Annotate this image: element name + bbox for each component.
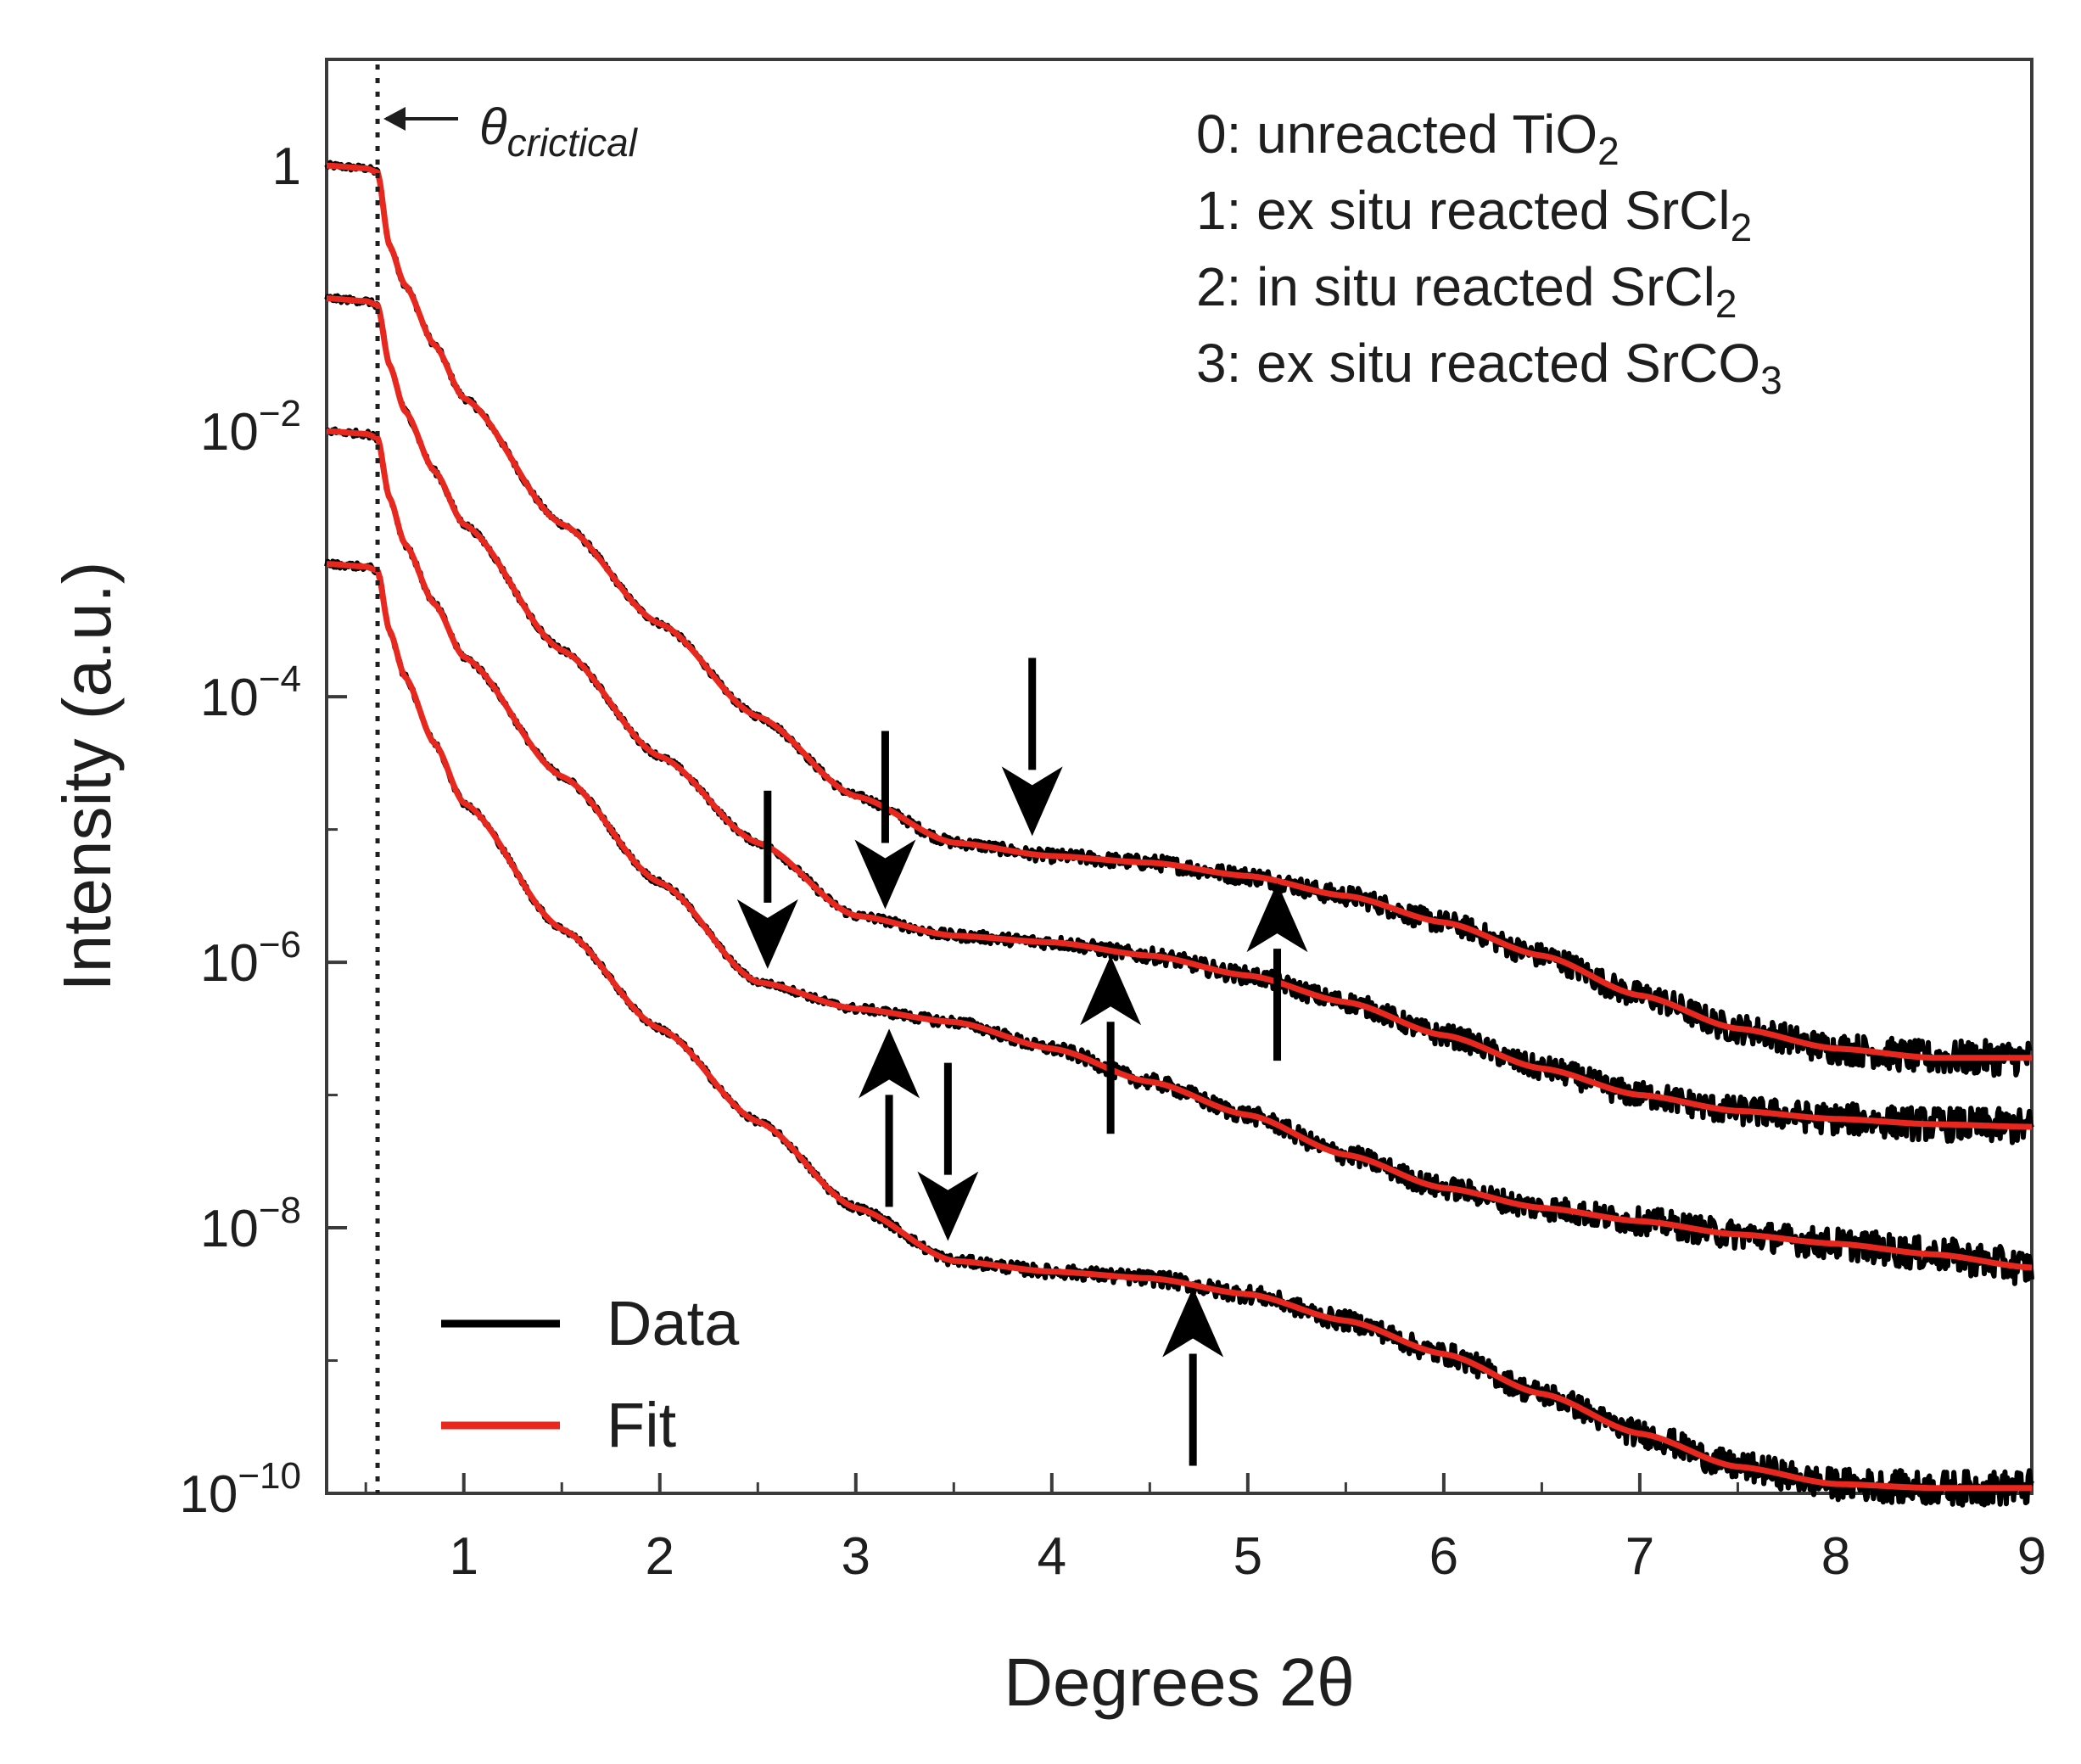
arrow-layer	[736, 658, 1308, 1466]
fit-line-sample-1	[324, 295, 2034, 1130]
y-tick-base: 10	[200, 403, 259, 462]
y-tick-exponent: −8	[259, 1190, 301, 1231]
fit-line-sample-2	[324, 428, 2034, 1271]
peak-arrow-head	[859, 1028, 920, 1099]
peak-arrow-head	[1246, 882, 1308, 953]
sample-key-entry-0-sub: 2	[1597, 129, 1619, 173]
legend: Data Fit	[441, 1288, 740, 1460]
x-tick-label: 2	[646, 1527, 674, 1586]
x-axis-title: Degrees 2θ	[1004, 1644, 1355, 1720]
peak-arrow-down	[917, 1062, 979, 1241]
sample-key: 0: unreacted TiO2 1: ex situ reacted SrC…	[1196, 104, 1782, 402]
critical-angle-subscript: crictical	[507, 120, 639, 165]
sample-key-entry-3: 3: ex situ reacted SrCO3	[1196, 333, 1782, 402]
legend-label-fit: Fit	[607, 1390, 677, 1460]
y-tick-base: 10	[200, 934, 259, 993]
y-tick-label: 10−6	[200, 924, 301, 993]
y-tick-exponent: −10	[238, 1455, 301, 1497]
critical-angle-annotation: θcrictical	[375, 64, 639, 1493]
x-tick-label: 7	[1625, 1527, 1654, 1586]
y-tick-exponent: −6	[259, 924, 301, 966]
sample-key-entry-0-text: 0: unreacted TiO	[1196, 104, 1597, 165]
peak-arrow-down	[1001, 658, 1063, 837]
fit-line-sample-0	[324, 162, 2034, 1061]
peak-arrow-head	[1001, 766, 1063, 837]
fit-line-sample-3	[324, 561, 2034, 1492]
x-tick-label: 8	[1821, 1527, 1850, 1586]
sample-key-entry-2: 2: in situ reacted SrCl2	[1196, 256, 1737, 326]
sample-key-entry-3-sub: 3	[1760, 358, 1782, 402]
peak-arrow-head	[1080, 955, 1142, 1026]
peak-arrow-up	[1246, 882, 1308, 1061]
critical-angle-symbol: θ	[479, 98, 507, 155]
x-tick-label: 9	[2017, 1527, 2046, 1586]
sample-key-entry-1-text: 1: ex situ reacted SrCl	[1196, 180, 1731, 241]
sample-key-entry-2-text: 2: in situ reacted SrCl	[1196, 256, 1715, 317]
sample-key-entry-1: 1: ex situ reacted SrCl2	[1196, 180, 1752, 249]
critical-angle-pointer-head	[383, 107, 406, 131]
x-tick-label: 1	[449, 1527, 478, 1586]
y-tick-exponent: −4	[259, 658, 301, 700]
y-tick-base: 10	[200, 669, 259, 727]
peak-arrow-head	[1162, 1287, 1224, 1358]
y-tick-base: 1	[272, 137, 301, 196]
peak-arrow-head	[854, 839, 916, 910]
peak-arrow-up	[859, 1028, 920, 1207]
peak-arrow-up	[1162, 1287, 1224, 1466]
y-tick-base: 10	[179, 1465, 238, 1524]
plot-frame	[325, 58, 2033, 1495]
peak-arrow-up	[1080, 955, 1142, 1134]
y-tick-label: 1	[272, 137, 301, 196]
y-tick-label: 10−10	[179, 1455, 301, 1524]
x-tick-label: 5	[1233, 1527, 1262, 1586]
x-tick-label: 3	[842, 1527, 870, 1586]
legend-label-data: Data	[607, 1288, 740, 1358]
peak-arrow-head	[917, 1171, 979, 1241]
peak-arrow-down	[854, 731, 916, 910]
y-tick-label: 10−2	[200, 393, 301, 462]
series-layer	[324, 160, 2034, 1508]
critical-angle-label: θcrictical	[479, 98, 639, 165]
sample-key-entry-1-sub: 2	[1731, 205, 1753, 249]
sample-key-entry-0: 0: unreacted TiO2	[1196, 104, 1619, 173]
x-tick-label: 6	[1429, 1527, 1458, 1586]
sample-key-entry-3-text: 3: ex situ reacted SrCO	[1196, 333, 1760, 394]
x-tick-label: 4	[1038, 1527, 1066, 1586]
y-tick-label: 10−4	[200, 658, 301, 727]
y-axis-title: Intensity (a.u.)	[49, 562, 125, 992]
peak-arrow-down	[736, 790, 798, 969]
y-tick-label: 10−8	[200, 1190, 301, 1258]
sample-key-entry-2-sub: 2	[1715, 282, 1737, 326]
peak-arrow-head	[736, 899, 798, 969]
y-tick-base: 10	[200, 1200, 259, 1258]
y-tick-exponent: −2	[259, 393, 301, 434]
